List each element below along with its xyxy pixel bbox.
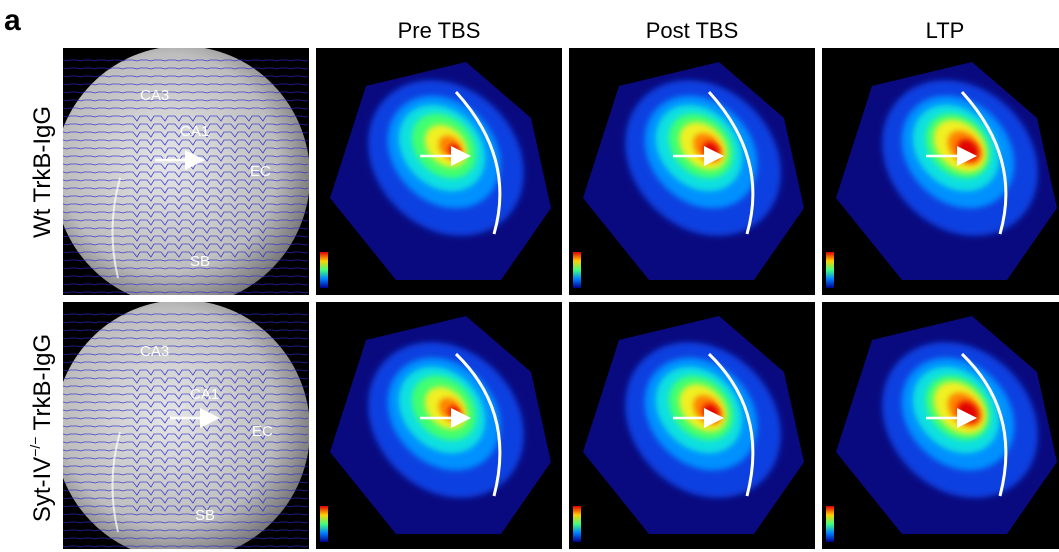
row-label: Wt TrkB-IgG <box>29 106 56 238</box>
panel-label: a <box>4 4 21 37</box>
row-label-text: TrkB-IgG <box>29 334 56 437</box>
region-label: EC <box>252 423 273 440</box>
column-header: Pre TBS <box>398 18 481 43</box>
heatmap-image <box>822 48 1059 295</box>
region-label: SB <box>195 507 215 524</box>
colorbar <box>320 506 328 542</box>
region-label: CA1 <box>180 123 209 140</box>
row-label: Syt-IV−/− TrkB-IgG <box>27 334 56 522</box>
region-label: CA1 <box>190 386 219 403</box>
colorbar <box>826 506 834 542</box>
slice-disc <box>54 46 310 306</box>
row-label-text: Wt TrkB-IgG <box>29 106 56 238</box>
heatmap-image <box>569 48 815 295</box>
slice-image: CA3 CA1 EC SB <box>54 300 310 552</box>
colorbar <box>320 252 328 288</box>
heatmap-image <box>569 302 815 549</box>
colorbar <box>573 252 581 288</box>
region-label: CA3 <box>140 87 169 104</box>
colorbar <box>826 252 834 288</box>
column-header: LTP <box>926 18 965 43</box>
row-label-text: Syt-IV <box>29 457 56 522</box>
colorbar <box>573 506 581 542</box>
figure: a Pre TBS Post TBS LTP Wt TrkB-IgG Syt-I… <box>0 0 1059 552</box>
heatmap-image <box>316 48 562 295</box>
heatmap-image <box>822 302 1059 549</box>
slice-image: CA3 CA1 EC SB <box>54 46 310 306</box>
region-label: EC <box>250 163 271 180</box>
heatmap-image <box>316 302 562 549</box>
slice-content <box>54 46 310 306</box>
row-label-superscript: −/− <box>27 437 43 457</box>
region-label: SB <box>190 253 210 270</box>
column-header: Post TBS <box>646 18 739 43</box>
region-label: CA3 <box>140 343 169 360</box>
